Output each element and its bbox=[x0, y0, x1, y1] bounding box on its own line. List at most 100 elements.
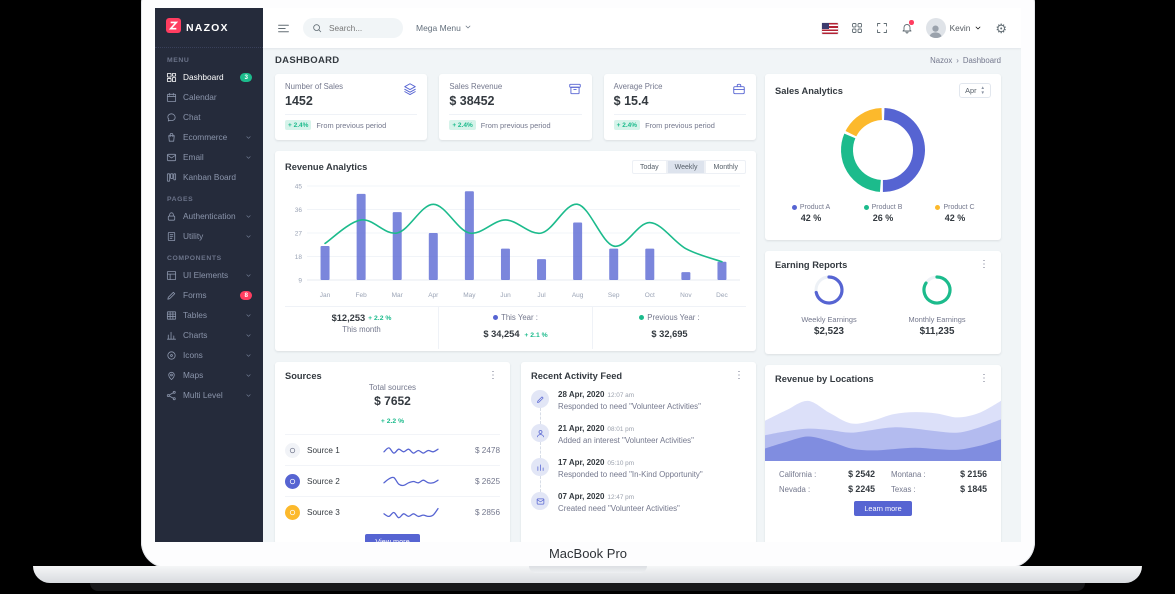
sidebar-item-dashboard[interactable]: Dashboard 3 bbox=[155, 67, 263, 87]
source-row[interactable]: Source 2 $ 2625 bbox=[285, 465, 500, 496]
chev-icon bbox=[246, 234, 251, 238]
nazox-logo-icon bbox=[166, 17, 181, 38]
value-text: $ 34,254 bbox=[483, 329, 520, 339]
sidebar-item-forms[interactable]: Forms 8 bbox=[155, 285, 263, 305]
ring-icon bbox=[289, 447, 296, 453]
sidebar-item-icons[interactable]: Icons bbox=[155, 345, 263, 365]
sidebar-item-charts[interactable]: Charts bbox=[155, 325, 263, 345]
breadcrumb-root[interactable]: Nazox bbox=[930, 56, 953, 65]
earning-items: Weekly Earnings $2,523 Monthly Earnings $11… bbox=[775, 274, 991, 337]
range-button-today[interactable]: Today bbox=[631, 160, 667, 174]
range-button-weekly[interactable]: Weekly bbox=[666, 160, 706, 174]
sidebar-section-label: MENU bbox=[167, 57, 190, 64]
source-row[interactable]: Source 1 $ 2478 bbox=[285, 434, 500, 465]
chevron-down-icon bbox=[245, 312, 252, 319]
view-more-button[interactable]: View more bbox=[365, 534, 420, 542]
sidebar-item-label: Kanban Board bbox=[183, 172, 237, 182]
legend-label-row: Product A bbox=[775, 204, 847, 211]
chevron-down-icon bbox=[465, 25, 471, 29]
month-select-value: Apr bbox=[965, 86, 977, 95]
earning-reports-card: Earning Reports ⋮ Weekly Earnings $2,523 M… bbox=[765, 251, 1001, 354]
legend-label: Product B bbox=[871, 204, 903, 211]
sidebar-item-ui-elements[interactable]: UI Elements bbox=[155, 265, 263, 285]
earning-value: $11,235 bbox=[919, 326, 955, 337]
sidebar-item-utility[interactable]: Utility bbox=[155, 226, 263, 246]
delta-text: + 2.1 % bbox=[522, 332, 548, 339]
learn-more-button[interactable]: Learn more bbox=[854, 501, 912, 516]
sidebar-item-kanban-board[interactable]: Kanban Board bbox=[155, 167, 263, 187]
sidebar-item-label: Authentication bbox=[183, 211, 236, 221]
chevron-down-icon bbox=[245, 233, 252, 240]
stat-card-footer: + 2.4% From previous period bbox=[449, 114, 582, 135]
legend-label-row: Product C bbox=[919, 204, 991, 211]
sidebar-item-calendar[interactable]: Calendar bbox=[155, 87, 263, 107]
activity-text: Responded to need "In-Kind Opportunity" bbox=[558, 470, 703, 479]
sidebar-item-multi-level[interactable]: Multi Level bbox=[155, 385, 263, 405]
location-value: $ 2245 bbox=[848, 484, 875, 494]
range-button-monthly[interactable]: Monthly bbox=[705, 160, 746, 174]
sidebar-item-label: Dashboard bbox=[183, 72, 224, 82]
chat-icon bbox=[166, 112, 177, 123]
revenue-footer-col: Previous Year : $ 32,695 bbox=[592, 307, 746, 349]
source-row[interactable]: Source 3 $ 2856 bbox=[285, 496, 500, 527]
kebab-menu-icon[interactable]: ⋮ bbox=[979, 259, 989, 270]
chev-icon bbox=[246, 155, 251, 159]
sales-analytics-card: Sales Analytics Apr ▲ ▼ Product A 42 % Prod… bbox=[765, 74, 1001, 240]
donut-legend: Product A 42 % Product B 26 % Product C 42 % bbox=[775, 204, 991, 223]
sidebar-item-maps[interactable]: Maps bbox=[155, 365, 263, 385]
chev-icon bbox=[246, 393, 251, 397]
page-title: DASHBOARD bbox=[275, 55, 340, 66]
search-box[interactable] bbox=[303, 18, 403, 38]
card-title: Recent Activity Feed bbox=[531, 371, 623, 381]
kanban-icon bbox=[166, 172, 177, 182]
card-title: Earning Reports bbox=[775, 260, 848, 270]
search-input[interactable] bbox=[327, 22, 399, 34]
location-label: California : bbox=[779, 469, 817, 479]
svg-text:18: 18 bbox=[295, 254, 303, 261]
user-menu[interactable]: Kevin bbox=[925, 18, 983, 38]
sidebar-item-ecommerce[interactable]: Ecommerce bbox=[155, 127, 263, 147]
stat-card-top: Average Price $ 15.4 bbox=[614, 82, 746, 108]
stat-card-texts: Sales Revenue $ 38452 bbox=[449, 82, 502, 108]
settings-gear-icon[interactable]: ⚙ bbox=[995, 20, 1007, 36]
language-flag-icon[interactable] bbox=[821, 22, 838, 34]
source-value: $ 2856 bbox=[474, 507, 500, 517]
notifications-bell-icon[interactable] bbox=[901, 20, 914, 34]
chev-icon bbox=[246, 333, 251, 337]
source-sparkline-chart bbox=[362, 502, 459, 522]
revenue-analytics-card: Revenue Analytics Today Weekly Monthly 9 18… bbox=[275, 151, 756, 351]
brand-name: NAZOX bbox=[186, 21, 229, 34]
sidebar-item-authentication[interactable]: Authentication bbox=[155, 206, 263, 226]
user-name: Kevin bbox=[949, 23, 971, 33]
chart-icon bbox=[531, 458, 549, 476]
apps-grid-icon[interactable] bbox=[851, 22, 863, 34]
sidebar-item-email[interactable]: Email bbox=[155, 147, 263, 167]
kebab-menu-icon[interactable]: ⋮ bbox=[979, 373, 989, 384]
activity-feed: 28 Apr, 2020 12:07 am Responded to need "V… bbox=[531, 390, 746, 526]
stat-card-title: Sales Revenue bbox=[449, 82, 503, 91]
sidebar-badge: 8 bbox=[240, 290, 252, 300]
sources-card: Sources ⋮ Total sources $ 7652 + 2.2 % S… bbox=[275, 362, 510, 542]
sidebar-item-chat[interactable]: Chat bbox=[155, 107, 263, 127]
mega-menu-button[interactable]: Mega Menu bbox=[416, 23, 472, 33]
chevron-down-icon bbox=[245, 372, 252, 379]
topbar-right: Kevin ⚙ bbox=[821, 18, 1007, 38]
menu-toggle-icon[interactable] bbox=[277, 22, 290, 35]
activity-time: 12:07 am bbox=[607, 392, 635, 399]
brand-logo[interactable]: NAZOX bbox=[155, 8, 263, 48]
ui-icon bbox=[166, 270, 177, 280]
kebab-menu-icon[interactable]: ⋮ bbox=[488, 370, 498, 381]
legend-dot-icon bbox=[639, 315, 645, 320]
fullscreen-icon[interactable] bbox=[876, 22, 888, 34]
chevron-down-icon bbox=[245, 134, 252, 141]
charts-icon bbox=[166, 330, 177, 341]
sidebar-item-tables[interactable]: Tables bbox=[155, 305, 263, 325]
kebab-menu-icon[interactable]: ⋮ bbox=[734, 370, 744, 381]
chevron-down-icon bbox=[976, 26, 981, 30]
mail-icon bbox=[536, 498, 544, 504]
svg-text:Feb: Feb bbox=[356, 292, 368, 299]
card-title: Sales Analytics bbox=[775, 85, 843, 96]
month-select[interactable]: Apr ▲ ▼ bbox=[959, 83, 991, 98]
laptop-base-shadow bbox=[90, 583, 1085, 591]
stat-card-top: Sales Revenue $ 38452 bbox=[449, 82, 581, 108]
